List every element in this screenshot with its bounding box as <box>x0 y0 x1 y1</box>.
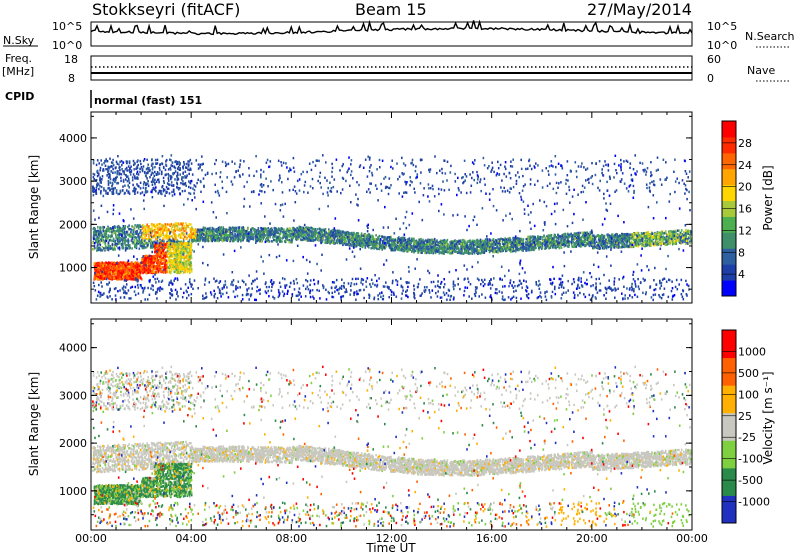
y-tick-label: 1000 <box>59 262 87 275</box>
x-tick-label: 12:00 <box>376 532 408 545</box>
velocity-colorbar-label: Velocity [m s⁻¹] <box>761 371 775 464</box>
nave-label: Nave <box>747 64 775 77</box>
freq-tick-top: 18 <box>64 53 78 66</box>
colorbar-tick-label: 16 <box>738 203 752 216</box>
nave-tick-top: 60 <box>707 53 721 66</box>
power-colorbar-label: Power [dB] <box>761 165 775 230</box>
nave-tick-bottom: 0 <box>707 72 714 85</box>
y-tick-label: 4000 <box>59 342 87 355</box>
station-title: Stokkseyri (fitACF) <box>92 0 240 19</box>
colorbar-tick-label: -100 <box>738 453 763 466</box>
freq-unit: [MHz] <box>2 65 34 78</box>
power-colorbar: 4 8 12 16 20 24 28 <box>721 120 752 297</box>
cpid-label: CPID <box>5 90 34 103</box>
freq-strip: Freq. [MHz] 18 8 60 0 Nave <box>2 52 790 85</box>
power-y-axis-label: Slant Range [km] <box>27 155 41 259</box>
colorbar-tick-label: 24 <box>738 159 752 172</box>
time-x-axis: 00:00 04:00 08:00 12:00 16:00 20:00 00:00 <box>75 112 708 545</box>
colorbar-tick-label: 8 <box>738 246 745 259</box>
nsky-tick-top-left: 10^5 <box>52 20 82 33</box>
x-tick-label: 00:00 <box>676 532 708 545</box>
cpid-value: normal (fast) 151 <box>94 94 202 107</box>
beam-title: Beam 15 <box>355 0 427 19</box>
power-panel: 1000 2000 3000 4000 Slant Range [km] 4 8 12 16… <box>27 111 775 304</box>
y-tick-label: 3000 <box>59 175 87 188</box>
y-tick-label: 4000 <box>59 132 87 145</box>
nsky-strip: N.Sky 10^5 10^0 10^5 10^0 N.Search <box>3 19 795 52</box>
y-tick-label: 3000 <box>59 389 87 402</box>
date-title: 27/May/2014 <box>587 0 692 19</box>
colorbar-tick-label: -25 <box>738 431 756 444</box>
colorbar-tick-label: -500 <box>738 474 763 487</box>
colorbar-tick-label: 100 <box>738 388 759 401</box>
power-data-field <box>92 154 692 302</box>
colorbar-tick-label: 12 <box>738 224 752 237</box>
y-tick-label: 2000 <box>59 218 87 231</box>
nsky-tick-bottom-right: 10^0 <box>707 39 737 52</box>
velocity-colorbar: 1000 500 100 25 -25 -100 -500 -1000 <box>721 329 770 524</box>
colorbar-tick-label: 25 <box>738 410 752 423</box>
x-tick-label: 20:00 <box>576 532 608 545</box>
velocity-y-axis: 1000 2000 3000 4000 <box>59 323 692 516</box>
x-tick-label: 00:00 <box>75 532 107 545</box>
colorbar-tick-label: 1000 <box>738 345 766 358</box>
nsky-tick-top-right: 10^5 <box>707 20 737 33</box>
y-tick-label: 1000 <box>59 485 87 498</box>
colorbar-tick-label: 20 <box>738 181 752 194</box>
velocity-data-field <box>92 365 692 528</box>
power-y-axis: 1000 2000 3000 4000 <box>59 115 692 290</box>
cpid-strip: CPID normal (fast) 151 <box>5 90 202 108</box>
nsky-tick-bottom-left: 10^0 <box>52 39 82 52</box>
freq-label: Freq. <box>5 52 32 65</box>
colorbar-tick-label: 28 <box>738 137 752 150</box>
x-tick-label: 08:00 <box>275 532 307 545</box>
nsky-label: N.Sky <box>3 34 35 47</box>
colorbar-tick-label: 4 <box>738 268 745 281</box>
freq-tick-bottom: 8 <box>68 72 75 85</box>
nsearch-label: N.Search <box>745 30 795 43</box>
y-tick-label: 2000 <box>59 437 87 450</box>
colorbar-tick-label: 500 <box>738 367 759 380</box>
x-tick-label: 04:00 <box>175 532 207 545</box>
x-tick-label: 16:00 <box>476 532 508 545</box>
velocity-panel: 1000 2000 3000 4000 Slant Range [km] 1000 50… <box>27 112 775 554</box>
x-axis-label: Time UT <box>365 541 416 554</box>
colorbar-tick-label: -1000 <box>738 496 770 509</box>
velocity-y-axis-label: Slant Range [km] <box>27 372 41 476</box>
